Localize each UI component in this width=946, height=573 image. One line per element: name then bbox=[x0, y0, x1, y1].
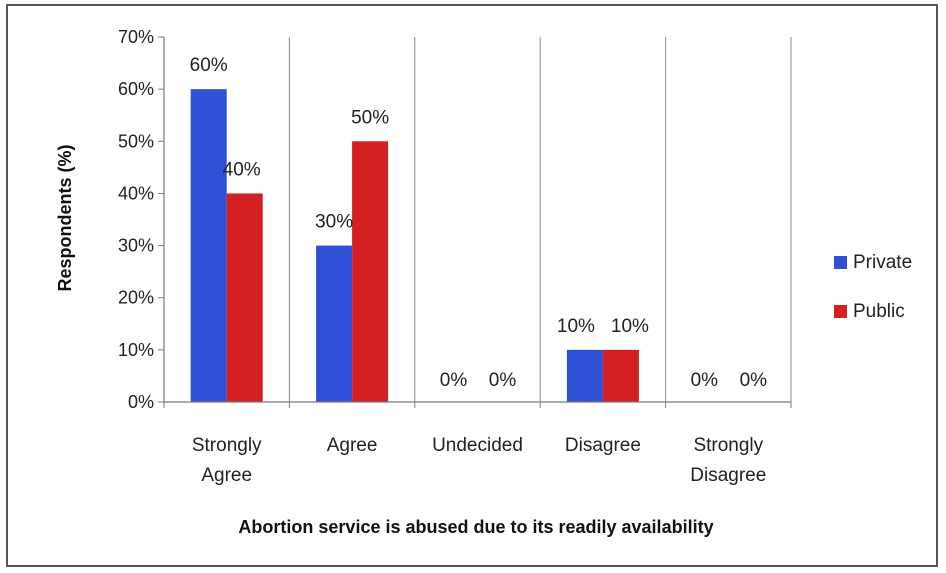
data-label-private: 0% bbox=[440, 370, 468, 391]
data-label-public: 0% bbox=[489, 370, 517, 391]
data-labels: 60% 30% 0% 10% 0% 40% 50% 0% 10% 0% bbox=[190, 55, 767, 391]
data-label-public: 40% bbox=[223, 159, 261, 180]
bar-public bbox=[226, 193, 263, 402]
bar-private bbox=[316, 245, 353, 402]
chart-frame bbox=[6, 4, 938, 567]
y-tick-label: 20% bbox=[118, 288, 154, 308]
x-category-label: Agree bbox=[327, 435, 378, 456]
data-label-private: 60% bbox=[190, 55, 228, 76]
y-tick-label: 0% bbox=[128, 392, 154, 412]
x-axis-title: Abortion service is abused due to its re… bbox=[238, 517, 713, 537]
bar-private bbox=[566, 349, 603, 402]
y-tick-label: 60% bbox=[118, 79, 154, 99]
data-label-public: 0% bbox=[740, 370, 768, 391]
y-tick-label: 70% bbox=[118, 27, 154, 47]
x-category-label: Disagree bbox=[565, 435, 641, 456]
x-category-line: Disagree bbox=[565, 435, 641, 456]
x-category-line: Agree bbox=[327, 435, 378, 456]
legend-label-public: Public bbox=[853, 301, 905, 322]
bar-public bbox=[602, 349, 639, 402]
x-category-line: Disagree bbox=[690, 465, 766, 486]
x-category-line: Undecided bbox=[432, 435, 523, 456]
x-category-label: Undecided bbox=[432, 435, 523, 456]
gridlines bbox=[288, 37, 792, 402]
y-tick-labels: 0% 10% 20% 30% 40% 50% 60% 70% bbox=[118, 27, 154, 412]
legend-swatch-public bbox=[834, 305, 847, 318]
data-label-public: 50% bbox=[351, 107, 389, 128]
x-category-label: Strongly Agree bbox=[192, 435, 262, 486]
data-label-public: 10% bbox=[611, 316, 649, 337]
legend-swatch-private bbox=[834, 256, 847, 269]
legend-label-private: Private bbox=[853, 252, 912, 273]
data-label-private: 0% bbox=[691, 370, 719, 391]
data-label-private: 30% bbox=[315, 212, 353, 233]
data-label-private: 10% bbox=[557, 316, 595, 337]
y-axis-title: Respondents (%) bbox=[55, 144, 75, 291]
axes bbox=[158, 36, 792, 408]
bar-private bbox=[190, 89, 227, 403]
x-category-line: Strongly bbox=[192, 435, 262, 456]
y-tick-label: 40% bbox=[118, 183, 154, 203]
bars bbox=[190, 89, 639, 403]
y-tick-label: 30% bbox=[118, 236, 154, 256]
y-tick-label: 50% bbox=[118, 131, 154, 151]
y-tick-label: 10% bbox=[118, 340, 154, 360]
x-category-label: Strongly Disagree bbox=[690, 435, 766, 486]
x-category-line: Agree bbox=[201, 465, 252, 486]
bar-public bbox=[352, 141, 389, 403]
x-category-line: Strongly bbox=[693, 435, 763, 456]
legend: Private Public bbox=[834, 252, 912, 322]
